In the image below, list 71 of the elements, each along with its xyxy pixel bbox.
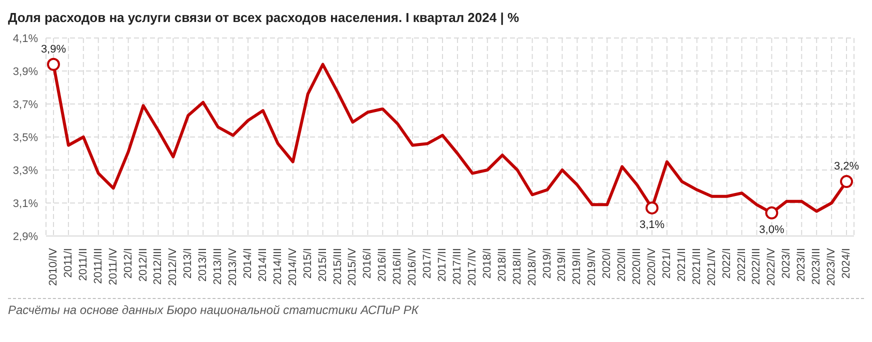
x-tick-label: 2012/II <box>137 248 150 282</box>
x-tick-label: 2011/I <box>62 248 74 278</box>
x-tick-label: 2015/IV <box>346 247 359 286</box>
x-tick-label: 2011/IV <box>107 247 120 286</box>
x-tick-label: 2023/II <box>796 248 808 282</box>
x-tick-label: 2012/IV <box>167 247 180 286</box>
point <box>840 175 854 188</box>
x-tick-label: 2020/III <box>631 248 644 285</box>
x-tick-label: 2020/I <box>601 248 614 279</box>
x-tick-label: 2014/IV <box>286 247 299 286</box>
x-tick-label: 2019/IV <box>586 247 598 286</box>
x-tick-label: 2016/II <box>376 248 389 282</box>
point <box>765 206 778 220</box>
x-tick-label: 2022/III <box>750 248 763 285</box>
x-tick-label: 2018/IV <box>526 247 538 286</box>
x-tick-label: 2017/II <box>436 248 449 282</box>
x-tick-label: 2021/III <box>690 248 703 285</box>
point <box>46 58 60 71</box>
x-tick-label: 2023/I <box>780 248 793 279</box>
x-tick-label: 2016/IV <box>406 247 419 286</box>
data-label: 3,0% <box>759 224 784 236</box>
x-tick-label: 2018/II <box>496 248 508 282</box>
x-tick-label: 2011/III <box>92 248 104 284</box>
y-tick-label: 3,9% <box>12 66 38 78</box>
data-label: 3,9% <box>40 43 66 56</box>
x-tick-label: 2014/II <box>256 248 269 282</box>
x-tick-label: 2021/II <box>676 248 688 282</box>
x-tick-label: 2019/II <box>556 248 568 282</box>
x-tick-label: 2012/III <box>152 248 164 285</box>
x-tick-label: 2010/IV <box>47 247 60 286</box>
x-tick-label: 2021/I <box>660 248 673 279</box>
x-tick-label: 2017/IV <box>466 247 478 286</box>
x-tick-label: 2015/I <box>302 248 314 279</box>
x-tick-label: 2011/II <box>77 248 90 281</box>
x-tick-label: 2012/I <box>122 248 134 279</box>
x-tick-label: 2015/III <box>332 248 344 285</box>
x-tick-label: 2017/I <box>422 248 434 279</box>
y-tick-label: 3,1% <box>12 198 38 210</box>
x-tick-label: 2013/I <box>182 248 194 279</box>
x-tick-label: 2013/III <box>212 248 224 285</box>
x-tick-label: 2016/I <box>362 248 374 279</box>
x-tick-label: 2020/IV <box>646 247 658 286</box>
x-tick-label: 2018/I <box>481 248 494 279</box>
x-tick-label: 2019/I <box>541 248 554 279</box>
x-tick-label: 2023/IV <box>826 247 838 286</box>
y-tick-label: 2,9% <box>12 230 38 243</box>
y-tick-label: 3,7% <box>12 98 38 111</box>
x-tick-label: 2017/III <box>451 248 464 285</box>
x-tick-label: 2013/IV <box>227 247 240 286</box>
y-tick-label: 3,3% <box>12 164 38 177</box>
x-tick-label: 2015/II <box>316 248 329 282</box>
x-tick-label: 2022/IV <box>766 247 778 286</box>
x-tick-label: 2013/II <box>197 248 210 282</box>
x-tick-label: 2016/III <box>392 248 404 285</box>
x-tick-label: 2014/I <box>242 248 254 279</box>
x-tick-label: 2021/IV <box>706 247 718 286</box>
x-tick-label: 2022/II <box>736 248 748 282</box>
chart-title: Доля расходов на услуги связи от всех расходов населения. I квартал 2024 | % <box>8 9 520 27</box>
x-tick-label: 2019/III <box>571 248 584 285</box>
x-tick-label: 2018/III <box>511 248 524 285</box>
point <box>646 201 658 214</box>
text: Расчёты на основе данных Бюро национальной статистики АСПиР РК <box>8 303 420 317</box>
data-label: 3,1% <box>639 218 665 231</box>
x-tick-label: 2022/I <box>720 248 733 279</box>
x-tick-label: 2014/III <box>272 248 284 285</box>
data-label: 3,2% <box>834 160 860 173</box>
x-tick-label: 2024/I <box>840 248 853 279</box>
x-tick-label: 2020/II <box>616 248 628 282</box>
x-tick-label: 2023/III <box>810 248 823 285</box>
y-tick-label: 3,5% <box>12 132 38 144</box>
y-tick-label: 4,1% <box>12 32 38 45</box>
